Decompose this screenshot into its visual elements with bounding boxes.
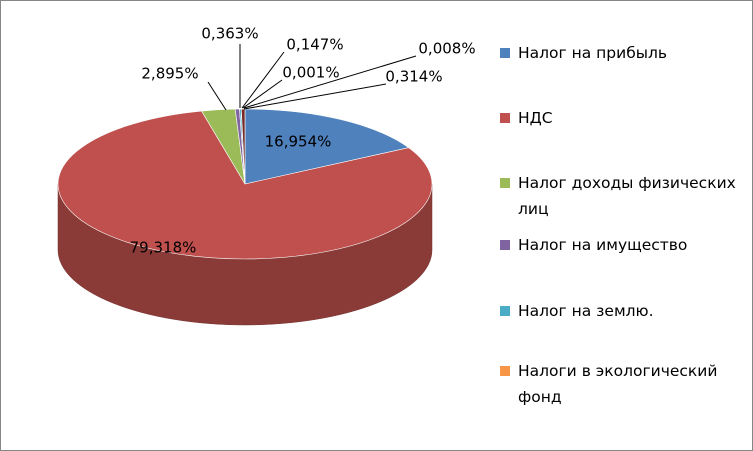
- legend-swatch: [500, 113, 510, 123]
- leader-line: [243, 55, 417, 109]
- leader-line: [241, 51, 285, 109]
- legend-item: НДС: [500, 105, 740, 131]
- legend-label: Налог на прибыль: [518, 44, 668, 62]
- legend-label: Налог доходы физических лиц: [518, 174, 736, 218]
- data-label: 0,008%: [418, 40, 475, 58]
- legend-item: Налоги в экологический фонд: [500, 358, 740, 410]
- data-label: 0,147%: [286, 36, 343, 54]
- legend-label: Налоги в экологический фонд: [518, 362, 718, 406]
- legend-label: НДС: [518, 109, 553, 127]
- data-label: 0,314%: [385, 68, 442, 86]
- legend-swatch: [500, 178, 510, 188]
- legend-swatch: [500, 366, 510, 376]
- legend-item: Налог доходы физических лиц: [500, 170, 740, 222]
- slice: [244, 108, 410, 185]
- legend-swatch: [500, 48, 510, 58]
- leader-line: [242, 79, 283, 109]
- leader-line: [207, 81, 227, 111]
- legend-label: Налог на имущество: [518, 236, 688, 254]
- slice: [57, 110, 433, 260]
- legend-swatch: [500, 240, 510, 250]
- legend-swatch: [500, 306, 510, 316]
- legend-item: Налог на прибыль: [500, 40, 740, 66]
- data-label: 79,318%: [130, 239, 197, 257]
- leader-line: [243, 83, 387, 110]
- data-label: 0,363%: [201, 25, 258, 43]
- data-label: 0,001%: [282, 64, 339, 82]
- legend-label: Налог на землю.: [518, 302, 654, 320]
- data-label: 16,954%: [265, 133, 332, 151]
- data-label: 2,895%: [141, 65, 198, 83]
- legend-item: Налог на имущество: [500, 232, 740, 258]
- legend-item: Налог на землю.: [500, 298, 740, 324]
